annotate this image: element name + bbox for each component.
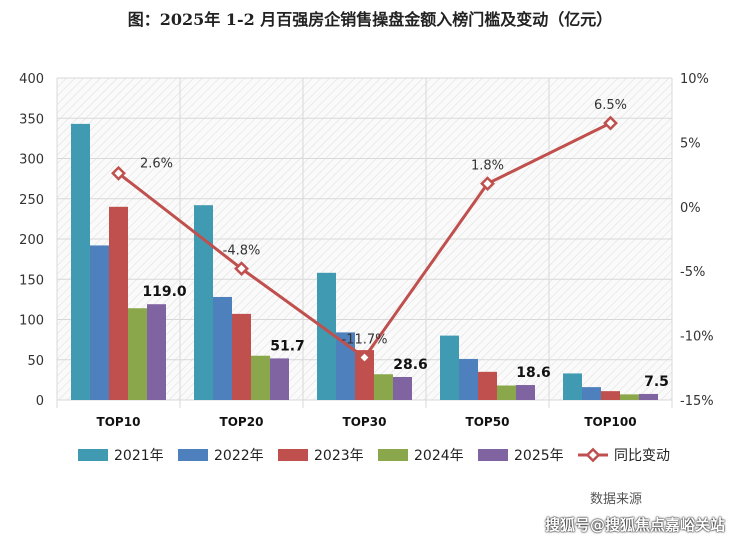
bar-TOP20-2022年 (213, 296, 232, 400)
y-tick-label: 100 (19, 314, 44, 329)
bar-TOP10-2022年 (90, 245, 109, 400)
bar-TOP30-2023年 (355, 350, 374, 400)
legend-line-marker (585, 447, 601, 463)
line-data-label: -4.8% (223, 244, 261, 259)
bar-TOP10-2021年 (71, 123, 90, 400)
y2-tick-label: 0% (680, 201, 701, 216)
bar-TOP50-2022年 (459, 358, 478, 400)
legend-swatch (78, 449, 108, 461)
data-label: 7.5 (644, 374, 669, 390)
bar-TOP100-2025年 (639, 393, 658, 400)
line-marker (234, 261, 249, 277)
data-label: 28.6 (393, 357, 428, 373)
y-tick-label: 400 (19, 72, 44, 87)
line-marker (603, 115, 618, 131)
bar-TOP30-2025年 (393, 376, 412, 400)
legend-label: 2025年 (514, 448, 564, 464)
legend-label: 2022年 (214, 448, 264, 464)
bar-TOP30-2022年 (336, 332, 355, 400)
y-tick-label: 50 (27, 354, 44, 369)
line-marker (480, 176, 495, 192)
bar-TOP100-2022年 (582, 387, 601, 400)
bar-TOP10-2024年 (128, 308, 147, 400)
y-tick-label: 350 (19, 112, 44, 127)
line-data-label: 2.6% (140, 156, 173, 171)
y-tick-label: 150 (19, 273, 44, 288)
bar-TOP100-2023年 (601, 391, 620, 400)
source-label: 数据来源 (590, 492, 643, 507)
bar-TOP20-2021年 (194, 205, 213, 400)
bar-TOP50-2024年 (497, 385, 516, 400)
bar-TOP100-2024年 (620, 394, 639, 400)
bar-TOP20-2024年 (251, 355, 270, 400)
bar-TOP50-2023年 (478, 371, 497, 400)
line-marker (111, 165, 126, 181)
y-tick-label: 200 (19, 233, 44, 248)
chart-title: 图：2025年 1-2 月百强房企销售操盘金额入榜门槛及变动（亿元） (127, 10, 613, 29)
y2-tick-label: 5% (680, 136, 701, 151)
y2-tick-label: -10% (680, 330, 714, 345)
bar-TOP100-2021年 (563, 373, 582, 400)
bar-TOP50-2025年 (516, 385, 535, 400)
x-tick-label: TOP100 (584, 415, 636, 429)
x-tick-label: TOP30 (343, 415, 387, 429)
legend-label: 2024年 (414, 448, 464, 464)
y-tick-label: 250 (19, 193, 44, 208)
watermark: 搜狐号@搜狐焦点嘉峪关站 (545, 516, 726, 534)
bar-TOP10-2023年 (109, 206, 128, 400)
bar-TOP50-2021年 (440, 335, 459, 400)
y-tick-label: 0 (36, 394, 44, 409)
line-data-label: 1.8% (471, 159, 504, 174)
line-marker (357, 350, 372, 365)
legend-swatch (378, 449, 408, 461)
bar-TOP20-2023年 (232, 313, 251, 400)
line-data-label: -11.7% (342, 332, 388, 347)
data-label: 18.6 (516, 365, 551, 381)
bar-TOP30-2024年 (374, 374, 393, 400)
legend-label: 2021年 (114, 448, 164, 464)
x-tick-label: TOP50 (466, 415, 510, 429)
bar-TOP30-2021年 (317, 272, 336, 400)
y2-tick-label: -5% (680, 265, 705, 280)
x-tick-label: TOP20 (220, 415, 264, 429)
y2-tick-label: 10% (680, 72, 709, 87)
bar-TOP10-2025年 (147, 304, 166, 400)
legend-swatch (478, 449, 508, 461)
data-label: 119.0 (142, 284, 187, 300)
bar-TOP20-2025年 (270, 358, 289, 400)
data-label: 51.7 (270, 338, 305, 354)
line-data-label: 6.5% (594, 98, 627, 113)
x-tick-label: TOP10 (97, 415, 141, 429)
y2-tick-label: -15% (680, 394, 714, 409)
legend-swatch (178, 449, 208, 461)
legend-swatch (278, 449, 308, 461)
legend-label: 同比变动 (614, 448, 670, 464)
legend-label: 2023年 (314, 448, 364, 464)
y-tick-label: 300 (19, 153, 44, 168)
